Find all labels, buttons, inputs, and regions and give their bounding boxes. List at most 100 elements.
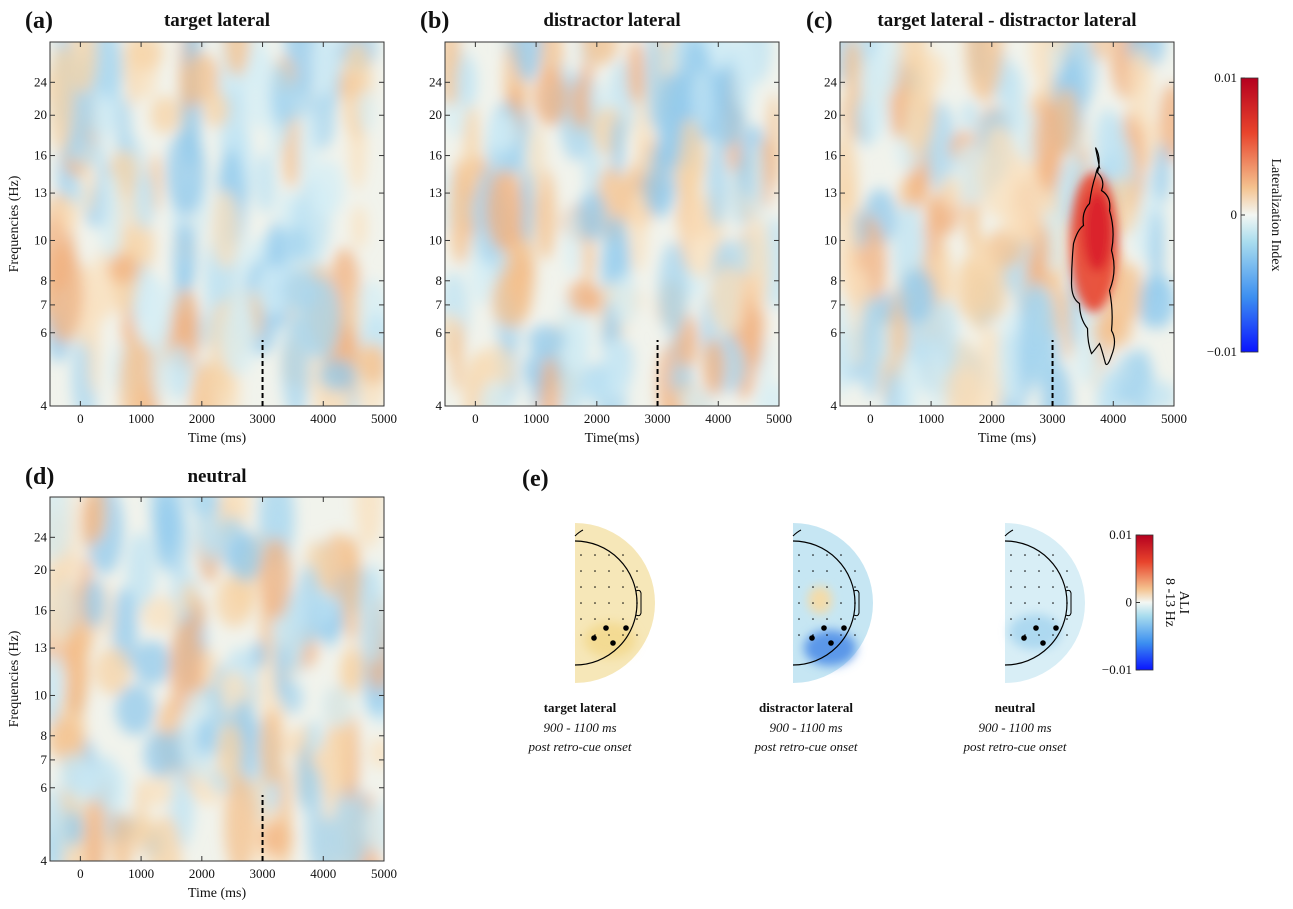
x-tick-label: 2000: [189, 866, 215, 881]
electrode: [840, 634, 842, 636]
blob: [1153, 142, 1170, 204]
y-tick-label: 8: [436, 273, 443, 288]
y-tick-label: 7: [436, 297, 443, 312]
electrode: [622, 554, 624, 556]
y-tick-label: 16: [34, 603, 48, 618]
colorbar-tick-label: 0: [1231, 207, 1238, 222]
blob: [1143, 380, 1174, 406]
blob: [166, 128, 206, 217]
electrode: [1052, 634, 1054, 636]
electrode: [1066, 602, 1068, 604]
y-tick-label: 6: [41, 325, 48, 340]
blob: [749, 141, 765, 236]
blob: [91, 42, 124, 106]
blob: [132, 640, 172, 686]
y-tick-label: 6: [436, 325, 443, 340]
blob: [629, 189, 648, 273]
blob: [119, 332, 156, 406]
y-tick-label: 10: [824, 232, 837, 247]
blob: [355, 497, 383, 549]
colorbar-sublabel: 8 -13 Hz: [1162, 578, 1177, 627]
y-tick-label: 24: [824, 74, 838, 89]
electrode: [594, 602, 596, 604]
blob: [1024, 286, 1059, 390]
x-tick-label: 0: [867, 411, 874, 426]
electrode: [608, 602, 610, 604]
topomap: [574, 523, 655, 683]
electrode: [1066, 618, 1068, 620]
y-tick-label: 10: [429, 232, 442, 247]
blob: [930, 348, 945, 406]
blob: [254, 153, 276, 214]
electrode: [840, 618, 842, 620]
electrode: [812, 618, 814, 620]
electrode: [636, 634, 638, 636]
blob: [582, 227, 595, 287]
blob: [115, 684, 155, 735]
blob: [965, 42, 1004, 102]
electrode: [826, 554, 828, 556]
blob: [979, 125, 1018, 219]
chart-title: neutral: [187, 466, 246, 487]
electrode: [594, 618, 596, 620]
electrode: [622, 602, 624, 604]
electrode: [622, 586, 624, 588]
blob: [539, 356, 561, 406]
blob: [567, 279, 596, 315]
electrode: [1024, 602, 1026, 604]
blob: [1049, 42, 1063, 78]
topo-window: 900 - 1100 ms: [769, 720, 842, 735]
electrode: [1038, 634, 1040, 636]
topomap: [792, 523, 873, 683]
electrode: [636, 586, 638, 588]
blob: [133, 276, 172, 350]
blob: [981, 256, 1008, 321]
blob: [939, 173, 961, 208]
topo-fill: [575, 523, 655, 683]
y-tick-label: 24: [429, 74, 443, 89]
colorbar-tick-label: −0.01: [1102, 662, 1132, 677]
chart-title: target lateral - distractor lateral: [877, 10, 1136, 31]
blob: [60, 751, 83, 796]
electrode: [812, 554, 814, 556]
blob: [259, 709, 284, 787]
blob: [255, 265, 292, 316]
electrode: [636, 570, 638, 572]
blob: [188, 497, 220, 516]
blob: [125, 531, 156, 612]
x-tick-label: 3000: [250, 411, 276, 426]
blob: [611, 116, 625, 177]
y-tick-label: 4: [41, 398, 48, 413]
blob: [755, 382, 779, 406]
nose: [1004, 529, 1014, 537]
blob: [702, 338, 726, 397]
blob: [655, 71, 684, 170]
y-tick-label: 8: [41, 728, 48, 743]
topo-spot: [1009, 614, 1061, 650]
electrode: [1024, 618, 1026, 620]
blob: [131, 815, 154, 846]
x-tick-label: 3000: [250, 866, 276, 881]
blob: [287, 587, 305, 679]
blob: [219, 295, 256, 377]
y-tick-label: 13: [34, 640, 47, 655]
blob: [50, 556, 73, 649]
electrode: [608, 586, 610, 588]
blob: [56, 197, 79, 233]
blob: [108, 253, 139, 284]
electrode: [594, 570, 596, 572]
electrode: [854, 602, 856, 604]
blob: [658, 242, 689, 337]
blob: [533, 68, 569, 127]
electrode: [1038, 586, 1040, 588]
blob: [82, 164, 96, 215]
x-axis-label: Time (ms): [188, 431, 247, 446]
blob: [351, 204, 367, 250]
blob: [321, 684, 355, 729]
nose: [574, 529, 584, 537]
electrode: [1052, 602, 1054, 604]
blob: [519, 167, 534, 245]
blob: [96, 90, 112, 146]
electrode: [1052, 554, 1054, 556]
blob: [141, 596, 181, 632]
